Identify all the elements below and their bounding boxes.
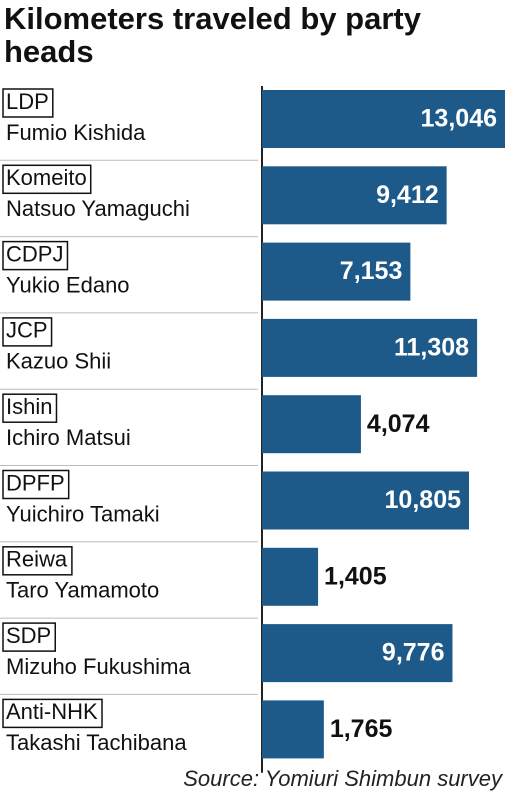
value-label: 7,153 xyxy=(340,257,403,285)
value-label: 9,776 xyxy=(382,639,445,667)
party-label: Anti-NHK xyxy=(6,699,98,724)
party-box xyxy=(2,317,53,347)
bar xyxy=(262,395,361,454)
leader-label: Kazuo Shii xyxy=(6,349,111,374)
leader-label: Mizuho Fukushima xyxy=(6,654,191,679)
party-box xyxy=(2,622,56,652)
party-box xyxy=(2,393,58,423)
value-label: 9,412 xyxy=(376,181,439,209)
bar xyxy=(262,547,319,606)
bar xyxy=(262,166,447,225)
leader-label: Taro Yamamoto xyxy=(6,578,159,603)
party-box xyxy=(2,698,103,729)
party-label: CDPJ xyxy=(6,241,63,266)
value-label: 13,046 xyxy=(421,105,497,133)
bar xyxy=(262,90,505,148)
party-box xyxy=(2,546,73,576)
party-label: Komeito xyxy=(6,165,87,190)
leader-label: Ichiro Matsui xyxy=(6,425,131,450)
party-box xyxy=(2,240,69,271)
bar xyxy=(262,318,478,377)
leader-label: Natsuo Yamaguchi xyxy=(6,196,190,221)
bar xyxy=(262,624,453,683)
bar xyxy=(262,700,324,759)
leader-label: Yuichiro Tamaki xyxy=(6,501,160,526)
party-label: SDP xyxy=(6,623,51,648)
value-label: 1,405 xyxy=(324,562,387,590)
party-label: LDP xyxy=(6,89,49,114)
chart-title: Kilometers traveled by party heads xyxy=(4,1,421,69)
value-label: 1,765 xyxy=(330,715,393,743)
value-label: 10,805 xyxy=(385,486,462,514)
party-label: Reiwa xyxy=(6,547,68,572)
party-label: DPFP xyxy=(6,470,65,495)
party-label: JCP xyxy=(6,318,48,343)
bar xyxy=(262,471,470,530)
value-label: 11,308 xyxy=(394,334,469,362)
party-box xyxy=(2,88,54,118)
party-label: Ishin xyxy=(6,394,52,419)
source-note: Source: Yomiuri Shimbun survey xyxy=(183,766,504,791)
value-label: 4,074 xyxy=(367,410,430,438)
bar xyxy=(262,242,411,301)
party-box xyxy=(2,164,92,195)
leader-label: Takashi Tachibana xyxy=(6,730,187,755)
party-box xyxy=(2,469,70,500)
leader-label: Fumio Kishida xyxy=(6,120,146,145)
leader-label: Yukio Edano xyxy=(6,272,130,297)
